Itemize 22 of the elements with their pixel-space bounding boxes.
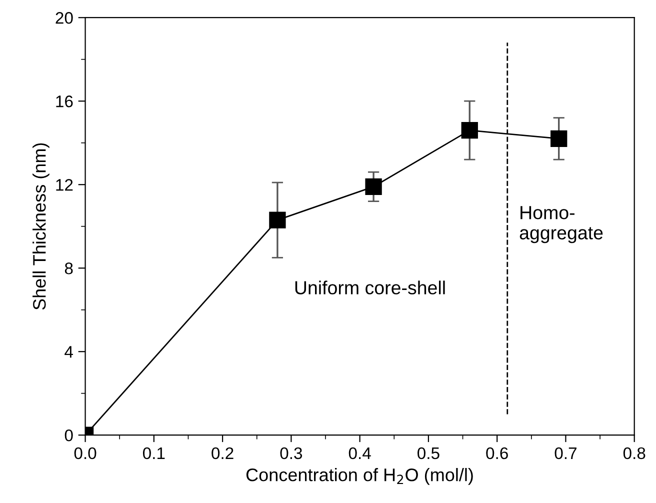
point [550, 130, 568, 148]
annotation: Homo- aggregate [520, 206, 603, 244]
y-tick-label: 12 [56, 179, 73, 191]
x-tick-label: 0.4 [348, 447, 371, 460]
y-tick-label: 4 [64, 346, 73, 358]
x-tick-label: 0.8 [623, 447, 646, 460]
point [461, 122, 478, 139]
x-tick-label: 0.6 [486, 447, 508, 460]
x-axis-title: Concentration of H$_{2}$O (mol/l) [246, 468, 473, 485]
x-tick-label: 0.1 [142, 447, 165, 460]
y-tick-label: 20 [56, 12, 73, 24]
y-tick-label: 8 [64, 262, 73, 274]
annotation: Uniform core-shell [295, 280, 445, 294]
y-tick-label: 16 [56, 96, 73, 108]
x-tick-label: 0.3 [280, 447, 302, 460]
y-axis-title: Shell Thickness (nm) [32, 143, 50, 310]
y-tick-label: 0 [64, 429, 73, 442]
x-tick-label: 0.0 [74, 447, 96, 460]
point [365, 178, 382, 196]
x-tick-label: 0.7 [554, 447, 576, 460]
x-tick-label: 0.5 [418, 447, 440, 460]
x-tick-label: 0.2 [212, 447, 234, 460]
